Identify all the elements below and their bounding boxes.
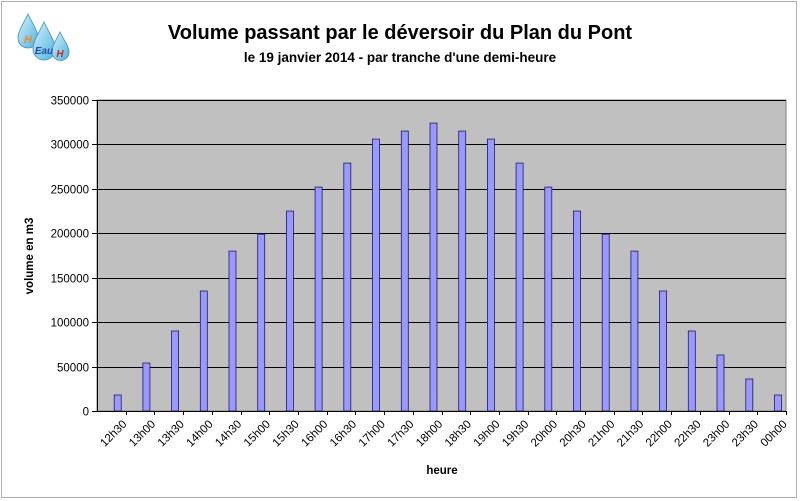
x-axis-label: heure [426, 465, 457, 477]
x-tick-label: 21h00 [586, 418, 617, 449]
x-tick-label: 15h30 [271, 418, 302, 449]
x-tick-label: 22h30 [673, 418, 704, 449]
bar [314, 186, 323, 412]
bar [343, 162, 352, 412]
bar [429, 122, 438, 412]
bar [458, 130, 467, 412]
y-tick-label: 250000 [51, 185, 89, 197]
bar [573, 210, 581, 412]
bar [228, 250, 237, 412]
x-tick-label: 16h00 [299, 418, 330, 449]
bar [113, 394, 122, 412]
x-tick-label: 13h00 [127, 418, 158, 449]
y-tick-label: 50000 [57, 363, 89, 375]
y-tick-label: 100000 [51, 318, 89, 330]
bar [630, 250, 639, 412]
bar [544, 186, 553, 412]
bar [716, 354, 725, 412]
bar [515, 162, 524, 412]
bar [601, 233, 610, 412]
bar [774, 394, 782, 412]
x-tick-label: 14h00 [185, 418, 216, 449]
bar [745, 378, 754, 412]
x-tick-label: 18h00 [414, 418, 445, 449]
x-tick-label: 15h00 [242, 418, 273, 449]
y-tick-label: 0 [83, 407, 89, 419]
x-tick-label: 17h30 [385, 418, 416, 449]
y-tick-label: 350000 [51, 96, 89, 108]
bar [257, 233, 266, 412]
logo-letter-3: H [56, 49, 64, 60]
bar [285, 210, 294, 412]
x-tick-label: 20h30 [558, 418, 589, 449]
bar [659, 290, 667, 412]
heauh-logo: H Eau H [17, 13, 70, 61]
x-tick-label: 23h30 [730, 418, 761, 449]
x-tick-label: 19h30 [500, 418, 531, 449]
x-tick-label: 19h00 [472, 418, 503, 449]
bar [486, 138, 495, 412]
x-tick-label: 17h00 [357, 418, 388, 449]
x-tick-label: 00h00 [759, 418, 790, 449]
bar [372, 138, 380, 412]
y-tick-label: 150000 [51, 274, 89, 286]
x-tick-label: 13h30 [156, 418, 187, 449]
logo-letter-2: Eau [35, 46, 53, 57]
x-tick-label: 14h30 [213, 418, 244, 449]
bar [171, 330, 180, 412]
bar [400, 130, 409, 412]
y-axis-label: volume en m3 [24, 218, 36, 295]
plot-area [96, 99, 787, 412]
y-tick-label: 200000 [51, 229, 89, 241]
logo-letter-1: H [24, 34, 33, 46]
x-tick-label: 22h00 [644, 418, 675, 449]
x-tick-label: 12h30 [98, 418, 129, 449]
bar [687, 330, 696, 412]
bar [142, 362, 151, 412]
x-tick-label: 18h30 [443, 418, 474, 449]
bar [199, 290, 208, 412]
chart-title: Volume passant par le déversoir du Plan … [167, 22, 633, 44]
x-tick-label: 23h00 [701, 418, 732, 449]
x-tick-label: 20h00 [529, 418, 560, 449]
y-tick-label: 300000 [51, 140, 89, 152]
x-tick-label: 21h30 [615, 418, 646, 449]
chart-subtitle: le 19 janvier 2014 - par tranche d'une d… [243, 50, 557, 65]
x-tick-label: 16h30 [328, 418, 359, 449]
